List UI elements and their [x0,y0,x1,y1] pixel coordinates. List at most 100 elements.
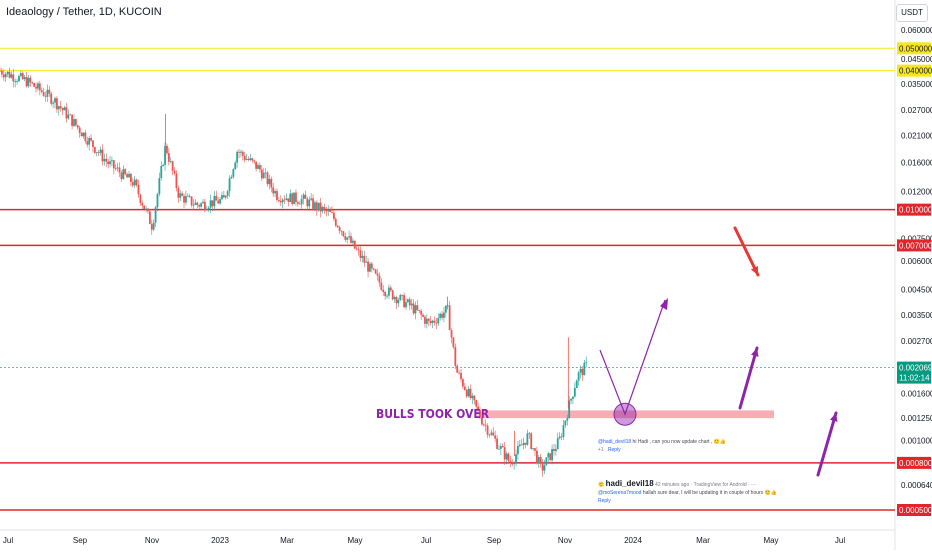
bullish-arrow-1 [738,346,759,410]
candle-body [249,158,252,161]
candle-body [541,462,544,471]
candle-body [65,107,68,119]
candle-body [90,138,92,141]
comment-1-mention[interactable]: @hadi_devil18 [598,439,632,445]
candle-body [448,305,451,331]
candle-body [361,255,364,258]
candle-body [315,202,318,211]
candle-body [99,149,102,153]
candle-body [198,205,201,207]
comment-2-reply[interactable]: Reply [598,498,611,504]
comment-2-user[interactable]: hadi_devil18 [605,479,654,488]
candle-body [35,86,37,89]
y-tick-label: 0.027000 [901,106,932,115]
candle-body [186,195,189,197]
candle-body [359,250,362,258]
candle-body [260,169,263,179]
candle-body [477,406,479,411]
candle-body [230,176,233,179]
candle-body [156,194,159,208]
candle-body [382,289,385,292]
candle-body [253,160,256,162]
x-tick-label: Jul [3,536,13,545]
candle-body [522,442,525,446]
candle-body [543,465,546,471]
candle-body [12,74,15,82]
y-tick-label: 0.060000 [901,26,932,35]
candle-body [143,205,146,210]
candle-body [196,202,199,206]
candle-body [8,71,11,78]
candle-body [363,255,366,263]
candle-body [42,91,45,96]
candle-body [169,161,172,163]
candle-body [425,318,428,324]
candle-body [530,433,533,449]
candle-body [133,179,136,186]
candle-body [424,316,426,324]
level-price-label: 0.007000 [899,241,932,250]
avatar-icon: 🙂 [598,482,605,488]
candle-body [539,457,542,463]
candle-body [420,310,423,315]
candle-body [289,193,292,202]
candle-body [456,365,459,373]
candle-body [579,368,582,373]
candle-body [380,282,383,290]
candle-body [435,322,438,324]
candle-body [406,299,409,303]
candle-body [494,435,497,439]
y-tick-label: 0.003500 [901,311,932,320]
comment-2-mention[interactable]: @moSerena7mood [598,490,642,496]
candle-body [291,193,294,205]
candle-body [114,168,117,170]
forecast-arrowhead [660,298,668,310]
x-tick-label: Sep [73,536,88,545]
candle-body [103,158,106,162]
candle-body [321,206,324,212]
candle-body [190,196,193,206]
candle-body [247,158,250,161]
candle-body [486,425,489,435]
candle-body [67,114,70,119]
candle-body [564,420,567,426]
candle-body [537,457,540,464]
candle-body [69,114,72,116]
candle-body [353,240,356,249]
candle-body [295,192,297,203]
candle-body [549,453,552,461]
candle-body [370,263,373,269]
comment-1-reply[interactable]: Reply [607,447,621,453]
candle-body [439,313,442,319]
candle-body [374,269,377,274]
candle-body [272,187,275,194]
candle-body [177,188,180,198]
candle-body [296,202,299,204]
comment-1-likes[interactable]: +1 [598,447,604,453]
y-tick-label: 0.012000 [901,187,932,196]
candle-body [76,125,79,128]
candle-body [56,98,58,110]
candle-body [460,372,462,380]
y-tick-label: 0.004500 [901,286,932,295]
candle-body [111,160,113,162]
currency-button[interactable]: USDT [896,4,928,22]
candle-body [86,141,89,145]
candle-body [410,303,413,306]
candle-body [450,330,453,338]
current-price-tag [897,361,931,384]
candle-body [369,263,371,272]
candle-body [33,83,36,87]
x-tick-label: Jul [835,536,845,545]
x-tick-label: Mar [280,536,294,545]
candle-body [479,410,481,418]
candle-body [6,71,9,74]
candle-body [205,209,208,210]
candle-body [562,425,565,437]
candle-body [4,73,7,78]
candle-body [281,199,284,203]
candle-body [397,300,400,304]
candle-body [338,227,341,231]
